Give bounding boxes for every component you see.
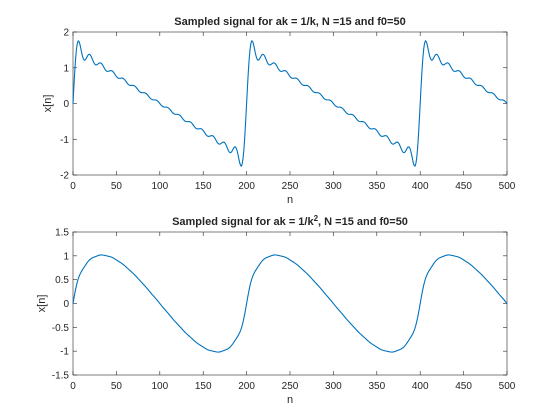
x-tick-label: 0	[70, 381, 76, 392]
ticks-2: 0 50 100 150 200 250 300 350 400 450 500 -1.5 -1 -0.5…	[52, 228, 516, 393]
x-axis-label-1: n	[287, 194, 293, 206]
x-tick-label: 300	[325, 181, 342, 192]
plot-area-1	[72, 31, 508, 176]
x-tick-label: 150	[195, 381, 212, 392]
series-line-2	[72, 254, 508, 353]
x-tick-label: 300	[325, 381, 342, 392]
subplot-2: Sampled signal for ak = 1/k2, N =15 and …	[36, 214, 516, 407]
x-tick-label: 100	[151, 381, 168, 392]
x-tick-label: 250	[282, 181, 299, 192]
x-tick-label: 500	[499, 381, 516, 392]
x-tick-label: 100	[151, 181, 168, 192]
series-line-1	[72, 40, 508, 167]
plot-area-2	[72, 231, 508, 376]
y-tick-label: 0.5	[55, 275, 69, 286]
x-tick-label: 250	[282, 381, 299, 392]
y-tick-label: -0.5	[52, 323, 70, 334]
x-tick-label: 400	[412, 181, 429, 192]
x-tick-label: 400	[412, 381, 429, 392]
x-tick-label: 450	[455, 181, 472, 192]
y-tick-label: -1.5	[52, 371, 70, 382]
chart-title-2: Sampled signal for ak = 1/k2, N =15 and …	[172, 214, 408, 229]
ticks-1: 0 50 100 150 200 250 300 350 400 450 500 -2 -1 0 1 2	[60, 28, 516, 193]
x-tick-label: 500	[499, 181, 516, 192]
y-tick-label: -2	[60, 171, 69, 182]
x-tick-label: 50	[111, 381, 123, 392]
y-tick-label: 1.5	[55, 228, 69, 239]
y-tick-label: 0	[63, 99, 69, 110]
subplot-1: Sampled signal for ak = 1/k, N =15 and f…	[42, 16, 516, 206]
y-tick-label: 1	[63, 251, 69, 262]
y-tick-label: 2	[63, 28, 69, 39]
y-tick-label: -1	[60, 135, 69, 146]
y-tick-label: 0	[63, 299, 69, 310]
y-axis-label-2: x[n]	[36, 295, 48, 313]
chart-title-1: Sampled signal for ak = 1/k, N =15 and f…	[174, 16, 405, 28]
y-tick-label: -1	[60, 347, 69, 358]
y-tick-label: 1	[63, 63, 69, 74]
x-tick-label: 50	[111, 181, 123, 192]
x-tick-label: 450	[455, 381, 472, 392]
x-tick-label: 350	[368, 381, 385, 392]
y-axis-label-1: x[n]	[42, 95, 54, 113]
x-axis-label-2: n	[287, 394, 293, 406]
x-tick-label: 200	[238, 181, 255, 192]
x-tick-label: 350	[368, 181, 385, 192]
x-tick-label: 150	[195, 181, 212, 192]
x-tick-label: 200	[238, 381, 255, 392]
x-tick-label: 0	[70, 181, 76, 192]
